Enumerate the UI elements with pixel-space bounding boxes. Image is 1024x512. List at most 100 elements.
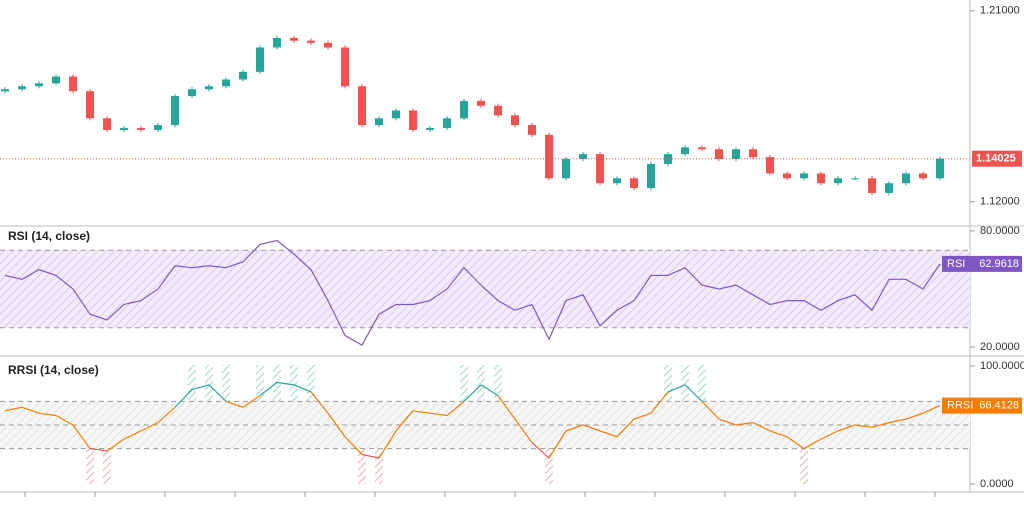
overbought-zone	[460, 365, 468, 402]
candle-body	[511, 115, 519, 126]
oversold-zone	[103, 448, 111, 484]
line-segment	[854, 424, 873, 428]
line	[4, 239, 941, 346]
candle-body	[613, 178, 621, 184]
overbought-zone	[664, 365, 672, 402]
oversold-zone	[800, 448, 808, 484]
candle-body	[630, 178, 638, 189]
candle-body	[834, 178, 842, 184]
candle-body	[103, 118, 111, 130]
candle-body	[885, 183, 893, 193]
candle-body	[239, 71, 247, 80]
line-segment	[208, 384, 227, 402]
line-segment	[463, 384, 482, 402]
line-segment	[514, 418, 533, 444]
line-segment	[412, 410, 431, 414]
candle-body	[1, 89, 9, 92]
line-segment	[718, 418, 737, 426]
candle-body	[443, 118, 451, 129]
line-segment	[752, 422, 771, 432]
line-segment	[497, 395, 516, 420]
y-tick-label: 0.0000	[980, 478, 1014, 490]
candle-body	[647, 163, 655, 189]
line-segment	[820, 430, 839, 440]
candle-body	[766, 157, 774, 174]
line-segment	[735, 422, 754, 426]
level-band	[0, 401, 970, 449]
candle-body	[528, 125, 536, 135]
candle-body	[902, 173, 910, 184]
value-label: 66.4128	[979, 400, 1019, 412]
line-segment	[106, 438, 125, 452]
candle-body	[137, 128, 145, 130]
candle-body	[52, 76, 60, 84]
candle-body	[426, 128, 434, 130]
candle-body	[341, 47, 349, 87]
candle-body	[375, 118, 383, 126]
oversold-zone	[545, 448, 553, 484]
candle-body	[154, 125, 162, 130]
line-segment	[140, 422, 159, 432]
line-segment	[344, 436, 363, 455]
overbought-zone	[307, 365, 315, 402]
value-label: 62.9618	[979, 258, 1019, 270]
line-segment	[174, 389, 193, 408]
candle-body	[936, 158, 944, 179]
candle-body	[681, 147, 689, 155]
candle-body	[494, 105, 502, 116]
candle-body	[171, 96, 179, 126]
overbought-zone	[188, 365, 196, 402]
line-segment	[684, 384, 703, 402]
candle-body	[868, 178, 876, 193]
last-price-box	[972, 150, 1022, 167]
candle-body	[69, 76, 77, 92]
line-segment	[922, 405, 941, 414]
y-tick-label: 1.12000	[980, 196, 1020, 208]
pane-title: RRSI (14, close)	[8, 363, 99, 377]
legend-label: RSI	[947, 258, 965, 270]
oversold-zone	[358, 448, 366, 484]
line-segment	[803, 438, 822, 450]
legend-label: RRSI	[947, 400, 973, 412]
line-segment	[633, 412, 652, 420]
candle-body	[749, 149, 757, 158]
line-segment	[395, 410, 414, 432]
candle-body	[919, 173, 927, 179]
candle-body	[188, 89, 196, 97]
candle-body	[732, 149, 740, 160]
line-segment	[599, 430, 618, 438]
line-segment	[327, 412, 346, 438]
candle-body	[86, 91, 94, 119]
line-segment	[837, 424, 856, 432]
line-segment	[55, 415, 74, 426]
line-segment	[21, 406, 40, 414]
line-segment	[667, 384, 686, 393]
candle-body	[579, 154, 587, 160]
line-segment	[769, 430, 788, 438]
overbought-zone	[222, 365, 230, 402]
line-segment	[429, 412, 448, 417]
candle-body	[307, 40, 315, 43]
last-price-label: 1.14025	[976, 153, 1016, 165]
line-segment	[531, 442, 550, 459]
candle-body	[273, 37, 281, 48]
candle-body	[596, 154, 604, 184]
candle-body	[392, 110, 400, 119]
candle-body	[817, 173, 825, 184]
line-segment	[38, 412, 57, 417]
candle-body	[477, 100, 485, 106]
line-segment	[276, 381, 295, 386]
line-segment	[480, 384, 499, 396]
line-segment	[4, 406, 23, 412]
line-segment	[616, 418, 635, 438]
candle-body	[35, 83, 43, 87]
candle-body	[715, 149, 723, 160]
oversold-zone	[375, 448, 383, 484]
overbought-zone	[477, 365, 485, 402]
candle-body	[545, 134, 553, 179]
candle-body	[290, 37, 298, 41]
overbought-zone	[205, 365, 213, 402]
candle-body	[698, 147, 706, 150]
line-segment	[650, 391, 669, 414]
